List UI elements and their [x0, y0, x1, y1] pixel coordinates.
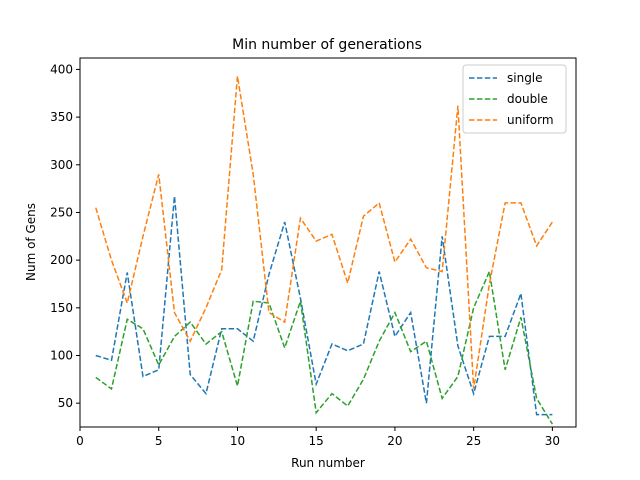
y-tick-label: 350 [50, 110, 73, 124]
x-tick-label: 15 [309, 434, 324, 448]
x-tick-label: 0 [76, 434, 84, 448]
plot-area [79, 57, 577, 428]
legend-label-uniform: uniform [507, 113, 554, 127]
y-tick-label: 400 [50, 62, 73, 76]
series-line-double [95, 268, 554, 425]
x-tick-label: 25 [466, 434, 481, 448]
legend: single double uniform [462, 64, 567, 134]
y-axis-label: Num of Gens [24, 203, 38, 281]
y-tick-label: 300 [50, 158, 73, 172]
chart-title: Min number of generations [232, 37, 422, 53]
legend-box [462, 64, 567, 134]
series-line-single [95, 196, 553, 416]
x-tick-label: 10 [230, 434, 245, 448]
y-tick-label: 100 [50, 348, 73, 362]
x-tick-label: 5 [155, 434, 163, 448]
y-tick-label: 200 [50, 253, 73, 267]
axes-frame [79, 57, 577, 428]
y-tick-label: 50 [58, 396, 73, 410]
y-tick-label: 250 [50, 205, 73, 219]
y-axis: 50 100 150 200 250 300 350 400 [50, 62, 80, 410]
x-tick-label: 20 [387, 434, 402, 448]
x-axis: 0 5 10 15 20 25 30 [76, 427, 560, 448]
y-tick-label: 150 [50, 301, 73, 315]
legend-label-single: single [507, 71, 543, 85]
series-layer [95, 76, 554, 425]
legend-label-double: double [507, 92, 548, 106]
x-axis-label: Run number [291, 456, 365, 470]
series-line-uniform [95, 76, 554, 389]
x-tick-label: 30 [545, 434, 560, 448]
